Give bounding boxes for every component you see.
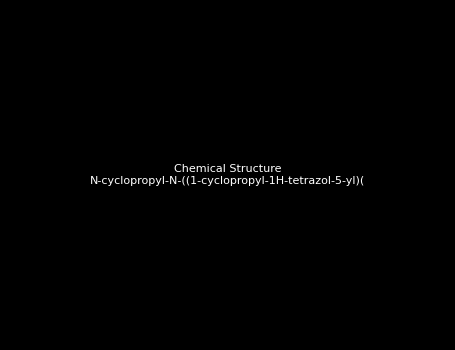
Text: Chemical Structure
N-cyclopropyl-N-((1-cyclopropyl-1H-tetrazol-5-yl)(: Chemical Structure N-cyclopropyl-N-((1-c… [90, 164, 365, 186]
